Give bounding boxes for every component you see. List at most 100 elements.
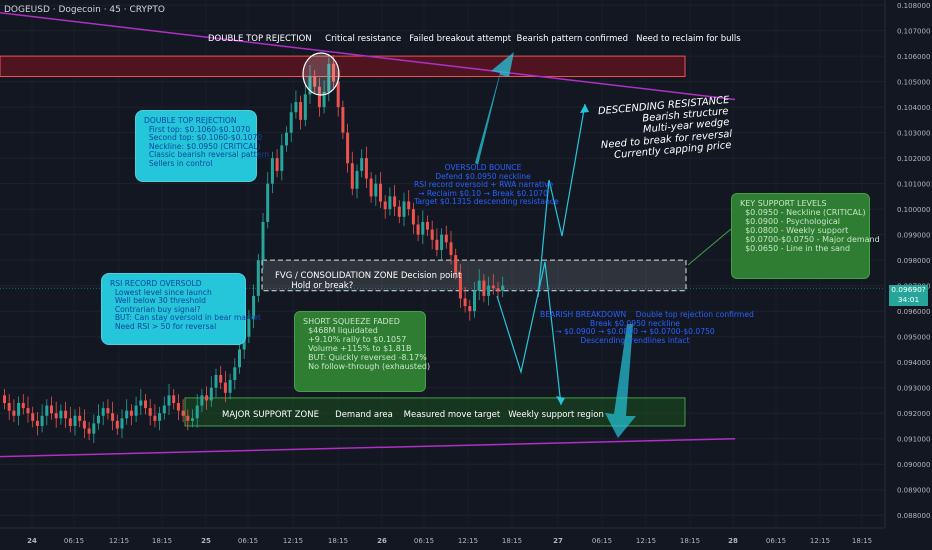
y-tick-label: 0.100000 bbox=[897, 206, 930, 214]
y-tick-label: 0.108000 bbox=[897, 2, 930, 10]
candle-body bbox=[294, 102, 298, 113]
candle-body bbox=[40, 415, 44, 426]
candle-body bbox=[374, 183, 378, 197]
candle-body bbox=[26, 408, 30, 414]
candle-body bbox=[17, 403, 21, 416]
candle-body bbox=[238, 349, 241, 368]
big-up-arrow bbox=[475, 52, 514, 165]
candle-body bbox=[440, 234, 444, 250]
y-tick-label: 0.105000 bbox=[897, 79, 930, 87]
candle-body bbox=[54, 413, 58, 419]
ascending-support-line bbox=[0, 437, 736, 458]
double-top-title: DOUBLE TOP REJECTION Critical resistance… bbox=[208, 34, 741, 44]
candle-body bbox=[97, 415, 100, 424]
y-tick-label: 0.099000 bbox=[897, 232, 930, 240]
candle-body bbox=[181, 410, 185, 416]
support-zone bbox=[184, 397, 686, 427]
candle-body bbox=[458, 272, 462, 299]
x-tick-label: 06:15 bbox=[64, 537, 84, 545]
candle-body bbox=[148, 408, 152, 416]
x-tick-label: 18:15 bbox=[152, 537, 172, 545]
y-tick-label: 0.106000 bbox=[897, 53, 930, 61]
y-tick-label: 0.088000 bbox=[897, 512, 930, 520]
candle-body bbox=[270, 158, 274, 184]
candle-body bbox=[435, 239, 439, 250]
candle-body bbox=[317, 86, 321, 108]
candle-body bbox=[482, 280, 486, 296]
candle-body bbox=[426, 221, 429, 230]
candle-body bbox=[266, 183, 270, 222]
double-top-circle bbox=[302, 52, 340, 96]
y-tick-label: 0.101000 bbox=[897, 181, 930, 189]
candle-body bbox=[209, 387, 213, 401]
candle-body bbox=[153, 415, 157, 421]
x-tick-label: 12:15 bbox=[283, 537, 303, 545]
candle-body bbox=[59, 410, 63, 419]
x-tick-label: 06:15 bbox=[414, 537, 434, 545]
x-tick-label: 26 bbox=[377, 537, 387, 545]
bearish-scenario-path bbox=[496, 261, 562, 406]
candle-body bbox=[360, 158, 364, 171]
candle-body bbox=[68, 418, 72, 426]
candle-body bbox=[247, 318, 251, 337]
candle-body bbox=[233, 367, 237, 381]
candle-body bbox=[228, 380, 232, 393]
candle-body bbox=[261, 221, 265, 261]
bullish-scenario-path bbox=[537, 103, 586, 298]
candle-body bbox=[388, 196, 392, 210]
fvg-zone bbox=[261, 259, 687, 292]
y-tick-label: 0.104000 bbox=[897, 104, 930, 112]
candle-body bbox=[383, 201, 387, 210]
support-box-connector bbox=[687, 228, 732, 266]
candle-body bbox=[463, 298, 467, 307]
candle-body bbox=[285, 132, 288, 146]
candle-body bbox=[200, 395, 204, 406]
candle-body bbox=[421, 221, 425, 235]
x-tick-label: 18:15 bbox=[502, 537, 522, 545]
candle-body bbox=[393, 196, 397, 207]
fvg-zone-label: FVG / CONSOLIDATION ZONE Decision point … bbox=[275, 271, 462, 291]
candle-body bbox=[252, 295, 256, 319]
y-tick-label: 0.096000 bbox=[897, 308, 930, 316]
candle-body bbox=[487, 285, 491, 296]
last-price-tag: 0.09690? 34:01 bbox=[889, 285, 928, 306]
y-tick-label: 0.095000 bbox=[897, 334, 930, 342]
double-top-box: DOUBLE TOP REJECTION First top: $0.1060-… bbox=[135, 110, 269, 182]
y-tick-label: 0.091000 bbox=[897, 436, 930, 444]
candle-body bbox=[50, 405, 53, 414]
x-tick-label: 24 bbox=[27, 537, 37, 545]
candle-body bbox=[369, 178, 373, 197]
last-price-countdown: 34:01 bbox=[897, 295, 920, 304]
candle-body bbox=[158, 413, 162, 421]
y-tick-label: 0.089000 bbox=[897, 487, 930, 495]
x-tick-label: 12:15 bbox=[458, 537, 478, 545]
x-tick-label: 06:15 bbox=[238, 537, 258, 545]
candle-body bbox=[167, 395, 171, 406]
candle-body bbox=[491, 285, 495, 289]
candle-body bbox=[106, 408, 110, 414]
x-tick-label: 06:15 bbox=[592, 537, 612, 545]
candle-body bbox=[3, 395, 6, 404]
candle-body bbox=[355, 170, 359, 189]
x-tick-label: 06:15 bbox=[766, 537, 786, 545]
candle-body bbox=[501, 285, 505, 291]
candle-body bbox=[275, 158, 279, 171]
candle-body bbox=[468, 306, 472, 312]
candle-body bbox=[134, 405, 138, 416]
candle-body bbox=[416, 224, 420, 235]
x-tick-label: 27 bbox=[553, 537, 563, 545]
candle-body bbox=[214, 374, 218, 388]
candle-body bbox=[280, 145, 284, 171]
rsi-box: RSI RECORD OVERSOLD Lowest level since l… bbox=[101, 273, 261, 345]
oversold-bounce-text: OVERSOLD BOUNCE Defend $0.0950 neckline … bbox=[414, 163, 559, 206]
y-tick-label: 0.093000 bbox=[897, 385, 930, 393]
candle-body bbox=[120, 418, 124, 429]
x-tick-label: 18:15 bbox=[680, 537, 700, 545]
y-tick-label: 0.092000 bbox=[897, 410, 930, 418]
candle-body bbox=[256, 260, 260, 296]
candle-body bbox=[322, 91, 326, 108]
x-tick-label: 12:15 bbox=[636, 537, 656, 545]
candle-body bbox=[31, 413, 35, 421]
candle-body bbox=[341, 107, 345, 133]
